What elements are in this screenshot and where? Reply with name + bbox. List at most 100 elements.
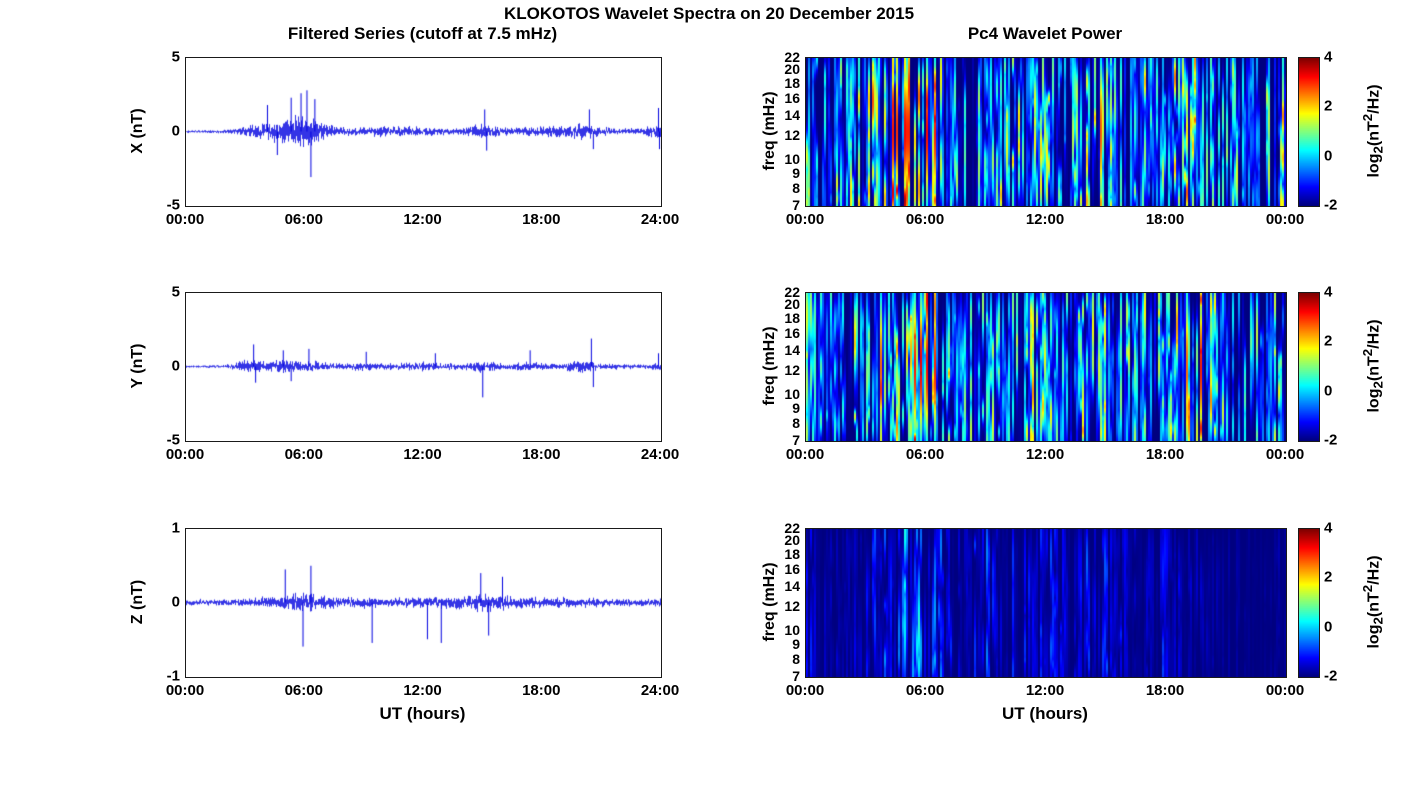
y-colorbar-gradient xyxy=(1298,292,1320,442)
z-colorbar-gradient xyxy=(1298,528,1320,678)
x-colorbar-gradient xyxy=(1298,57,1320,207)
tick-label: 4 xyxy=(1324,283,1333,301)
tick-label: 8 xyxy=(792,414,800,431)
tick-label: 18 xyxy=(784,309,800,326)
x-series-plot xyxy=(185,57,662,207)
x-colorbar: 4 2 0 -2 log2(nT2/Hz) xyxy=(1298,49,1386,214)
z-colorbar-tick-labels: 4 2 0 -2 xyxy=(1324,520,1358,685)
tick-label: 00:00 xyxy=(165,446,205,463)
tick-label: 5 xyxy=(171,48,180,66)
tick-label: 4 xyxy=(1324,48,1333,66)
x-series-x-tick-labels: 00:00 06:00 12:00 18:00 24:00 xyxy=(166,205,679,231)
tick-label: 16 xyxy=(784,561,800,578)
tick-label: 12:00 xyxy=(403,446,442,463)
tick-label: 24:00 xyxy=(640,211,680,228)
tick-label: 2 xyxy=(1324,97,1333,115)
y-series-plot xyxy=(185,292,662,442)
tick-label: 0 xyxy=(1324,147,1333,165)
tick-label: 8 xyxy=(792,179,800,196)
panel-x-series: X (nT) 5 0 -5 00:00 06:00 12:00 18:00 24:00 xyxy=(129,49,679,229)
tick-label: 0 xyxy=(171,593,180,611)
tick-label: -1 xyxy=(166,667,180,685)
tick-label: 0 xyxy=(1324,382,1333,400)
tick-label: -2 xyxy=(1324,431,1338,449)
tick-label: 1 xyxy=(171,519,180,537)
panel-z-series: Z (nT) 1 0 -1 00:00 06:00 12:00 18:00 24:00 UT… xyxy=(129,520,679,724)
cbar-label-subscript: 2 xyxy=(1370,617,1386,625)
tick-label: 20 xyxy=(784,61,800,78)
z-spectrogram-x-tick-labels: 00:00 06:00 12:00 18:00 00:00 xyxy=(786,676,1304,702)
tick-label: 2 xyxy=(1324,568,1333,586)
tick-label: 00:00 xyxy=(1265,211,1305,228)
tick-label: 06:00 xyxy=(905,446,945,463)
tick-label: 12:00 xyxy=(1025,682,1065,699)
z-series-x-tick-labels: 00:00 06:00 12:00 18:00 24:00 xyxy=(166,676,679,702)
tick-label: 22 xyxy=(784,520,800,536)
z-series-y-tick-labels: 1 0 -1 xyxy=(141,520,185,685)
tick-label: 00:00 xyxy=(785,211,825,228)
tick-label: 9 xyxy=(792,635,800,652)
y-colorbar-tick-labels: 4 2 0 -2 xyxy=(1324,284,1358,449)
tick-label: 0 xyxy=(171,357,180,375)
tick-label: -5 xyxy=(166,196,180,214)
tick-label: 0 xyxy=(1324,618,1333,636)
cbar-label-superscript: 2 xyxy=(1360,113,1375,122)
tick-label: 12 xyxy=(784,598,800,615)
right-x-axis-label: UT (hours) xyxy=(1002,704,1088,723)
panel-x-spectrogram: freq (mHz) 22 20 18 16 14 12 10 9 8 7 00:00 06:00 1… xyxy=(761,49,1386,229)
x-spectrogram-x-tick-labels: 00:00 06:00 12:00 18:00 00:00 xyxy=(786,205,1304,231)
tick-label: 00:00 xyxy=(1265,682,1305,699)
x-colorbar-label: log2(nT2/Hz) xyxy=(1360,84,1386,177)
tick-label: -5 xyxy=(166,431,180,449)
tick-label: 10 xyxy=(784,621,800,638)
tick-label: 14 xyxy=(784,342,800,359)
tick-label: 00:00 xyxy=(785,446,825,463)
tick-label: 18:00 xyxy=(522,682,561,699)
figure-title: KLOKOTOS Wavelet Spectra on 20 December … xyxy=(503,4,915,23)
tick-label: 06:00 xyxy=(284,211,323,228)
tick-label: 10 xyxy=(784,150,800,167)
cbar-label-subscript: 2 xyxy=(1370,381,1386,389)
tick-label: 7 xyxy=(792,432,800,448)
tick-label: 20 xyxy=(784,532,800,549)
tick-label: 06:00 xyxy=(284,682,323,699)
x-spectrogram-freq-tick-labels: 22 20 18 16 14 12 10 9 8 7 xyxy=(761,49,805,213)
cbar-label-prefix: log xyxy=(1365,388,1383,413)
cbar-label-mid: (nT xyxy=(1365,592,1383,618)
x-spectrogram-plot xyxy=(805,57,1287,207)
z-spectrogram-plot xyxy=(805,528,1287,678)
tick-label: 06:00 xyxy=(905,682,945,699)
tick-label: 12 xyxy=(784,362,800,379)
right-column-title: Pc4 Wavelet Power xyxy=(967,24,1123,43)
tick-label: 18 xyxy=(784,545,800,562)
y-colorbar: 4 2 0 -2 log2(nT2/Hz) xyxy=(1298,284,1386,449)
y-series-x-tick-labels: 00:00 06:00 12:00 18:00 24:00 xyxy=(166,440,679,466)
tick-label: 22 xyxy=(784,49,800,65)
tick-label: 9 xyxy=(792,399,800,416)
tick-label: 12:00 xyxy=(403,682,442,699)
tick-label: 20 xyxy=(784,296,800,313)
tick-label: 06:00 xyxy=(284,446,323,463)
z-spectrogram-freq-tick-labels: 22 20 18 16 14 12 10 9 8 7 xyxy=(761,520,805,684)
tick-label: 18:00 xyxy=(1145,682,1185,699)
tick-label: 24:00 xyxy=(640,446,680,463)
tick-label: 18:00 xyxy=(522,446,561,463)
tick-label: -2 xyxy=(1324,196,1338,214)
tick-label: 10 xyxy=(784,385,800,402)
cbar-label-subscript: 2 xyxy=(1370,146,1386,154)
cbar-label-mid: (nT xyxy=(1365,121,1383,147)
left-x-axis-label: UT (hours) xyxy=(379,704,466,723)
tick-label: 8 xyxy=(792,650,800,667)
tick-label: 12:00 xyxy=(403,211,442,228)
tick-label: 14 xyxy=(784,107,800,124)
y-spectrogram-plot xyxy=(805,292,1287,442)
tick-label: 16 xyxy=(784,325,800,342)
tick-label: 24:00 xyxy=(640,682,680,699)
cbar-label-prefix: log xyxy=(1365,153,1383,178)
tick-label: 00:00 xyxy=(1265,446,1305,463)
cbar-label-suffix: /Hz) xyxy=(1365,319,1383,349)
panel-z-spectrogram: freq (mHz) 22 20 18 16 14 12 10 9 8 7 00:00 06:00 1… xyxy=(761,520,1386,724)
tick-label: -2 xyxy=(1324,667,1338,685)
tick-label: 18:00 xyxy=(1145,446,1185,463)
